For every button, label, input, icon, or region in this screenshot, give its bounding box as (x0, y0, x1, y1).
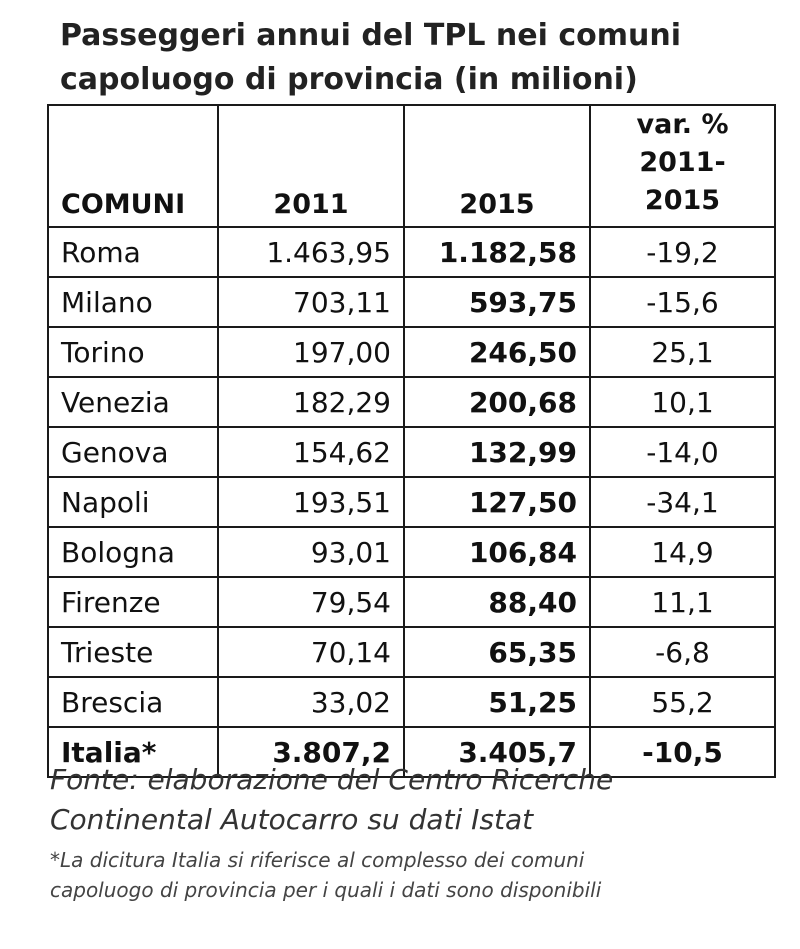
cell-var: -19,2 (589, 226, 776, 278)
total-comune: Italia* (47, 726, 219, 778)
cell-var: -6,8 (589, 626, 776, 678)
cell-2011: 154,62 (217, 426, 405, 478)
cell-var: 14,9 (589, 526, 776, 578)
passengers-table: COMUNI 2011 2015 var. % 2011-2015 Roma 1.… (47, 104, 776, 778)
table-row: Venezia 182,29 200,68 10,1 (47, 376, 776, 428)
cell-2015: 65,35 (403, 626, 591, 678)
table-row: Milano 703,11 593,75 -15,6 (47, 276, 776, 328)
cell-2011: 1.463,95 (217, 226, 405, 278)
cell-2011: 703,11 (217, 276, 405, 328)
cell-comune: Firenze (47, 576, 219, 628)
table-body: Roma 1.463,95 1.182,58 -19,2 Milano 703,11 593… (47, 226, 776, 778)
cell-2015: 127,50 (403, 476, 591, 528)
cell-2011: 197,00 (217, 326, 405, 378)
cell-var: 25,1 (589, 326, 776, 378)
cell-2015: 51,25 (403, 676, 591, 728)
cell-comune: Venezia (47, 376, 219, 428)
total-row: Italia* 3.807,2 3.405,7 -10,5 (47, 726, 776, 778)
cell-comune: Trieste (47, 626, 219, 678)
table-row: Bologna 93,01 106,84 14,9 (47, 526, 776, 578)
cell-2015: 88,40 (403, 576, 591, 628)
table-row: Napoli 193,51 127,50 -34,1 (47, 476, 776, 528)
table-title: Passeggeri annui del TPL nei comuni capo… (60, 14, 760, 102)
footnote-line-1: *La dicitura Italia si riferisce al comp… (50, 848, 585, 872)
table-row: Roma 1.463,95 1.182,58 -19,2 (47, 226, 776, 278)
cell-2011: 70,14 (217, 626, 405, 678)
cell-2015: 246,50 (403, 326, 591, 378)
source-line-1: Fonte: elaborazione del Centro Ricerche (50, 763, 614, 796)
cell-var: -14,0 (589, 426, 776, 478)
source-line-2: Continental Autocarro su dati Istat (50, 803, 534, 836)
cell-var: 11,1 (589, 576, 776, 628)
cell-comune: Bologna (47, 526, 219, 578)
header-var: var. % 2011-2015 (589, 104, 776, 228)
cell-2015: 132,99 (403, 426, 591, 478)
cell-var: -15,6 (589, 276, 776, 328)
header-2011: 2011 (217, 104, 405, 228)
title-line-2: capoluogo di provincia (in milioni) (60, 62, 638, 97)
total-2015: 3.405,7 (403, 726, 591, 778)
header-row: COMUNI 2011 2015 var. % 2011-2015 (47, 104, 776, 228)
cell-2011: 93,01 (217, 526, 405, 578)
cell-var: -34,1 (589, 476, 776, 528)
cell-2015: 593,75 (403, 276, 591, 328)
header-comuni: COMUNI (47, 104, 219, 228)
cell-var: 10,1 (589, 376, 776, 428)
footnote-line-2: capoluogo di provincia per i quali i dat… (50, 878, 602, 902)
cell-comune: Roma (47, 226, 219, 278)
cell-2011: 79,54 (217, 576, 405, 628)
header-2015: 2015 (403, 104, 591, 228)
cell-comune: Milano (47, 276, 219, 328)
cell-var: 55,2 (589, 676, 776, 728)
header-var-line-2: 2011-2015 (639, 147, 726, 216)
cell-comune: Torino (47, 326, 219, 378)
table-row: Brescia 33,02 51,25 55,2 (47, 676, 776, 728)
cell-2015: 1.182,58 (403, 226, 591, 278)
table-row: Trieste 70,14 65,35 -6,8 (47, 626, 776, 678)
table-row: Torino 197,00 246,50 25,1 (47, 326, 776, 378)
cell-2015: 200,68 (403, 376, 591, 428)
cell-comune: Brescia (47, 676, 219, 728)
total-var: -10,5 (589, 726, 776, 778)
total-2011: 3.807,2 (217, 726, 405, 778)
cell-2011: 193,51 (217, 476, 405, 528)
cell-2015: 106,84 (403, 526, 591, 578)
title-line-1: Passeggeri annui del TPL nei comuni (60, 18, 681, 53)
cell-comune: Genova (47, 426, 219, 478)
cell-2011: 182,29 (217, 376, 405, 428)
table-row: Genova 154,62 132,99 -14,0 (47, 426, 776, 478)
cell-comune: Napoli (47, 476, 219, 528)
source-note: Fonte: elaborazione del Centro Ricerche … (50, 760, 790, 840)
footnote: *La dicitura Italia si riferisce al comp… (50, 845, 790, 905)
header-var-line-1: var. % (636, 109, 729, 140)
table-row: Firenze 79,54 88,40 11,1 (47, 576, 776, 628)
cell-2011: 33,02 (217, 676, 405, 728)
